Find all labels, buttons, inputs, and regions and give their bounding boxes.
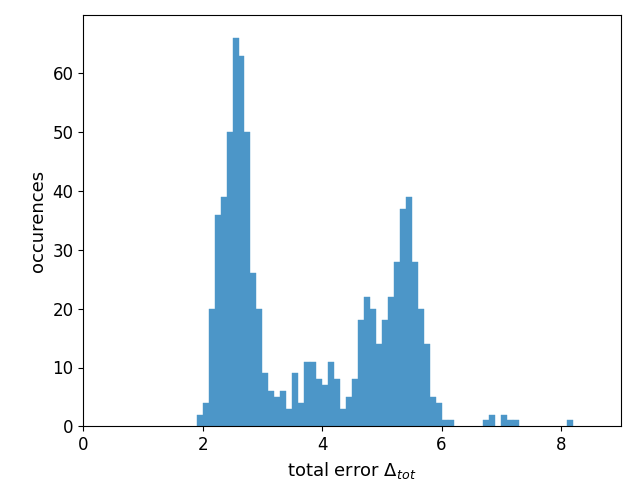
- Bar: [447, 420, 454, 426]
- Bar: [412, 262, 418, 426]
- Bar: [340, 409, 346, 426]
- Bar: [334, 379, 340, 426]
- Bar: [286, 409, 292, 426]
- Bar: [388, 297, 394, 426]
- Bar: [227, 132, 232, 426]
- Bar: [196, 415, 203, 426]
- Bar: [346, 397, 352, 426]
- Bar: [429, 397, 436, 426]
- Bar: [209, 309, 214, 426]
- Bar: [292, 373, 298, 426]
- Bar: [232, 38, 239, 426]
- Y-axis label: occurences: occurences: [29, 170, 47, 271]
- Bar: [358, 320, 364, 426]
- Bar: [203, 403, 209, 426]
- Bar: [370, 309, 376, 426]
- Bar: [508, 420, 513, 426]
- Bar: [214, 215, 221, 426]
- Bar: [280, 391, 286, 426]
- Bar: [275, 397, 280, 426]
- Bar: [310, 362, 316, 426]
- Bar: [382, 320, 388, 426]
- Bar: [239, 56, 244, 426]
- Bar: [436, 403, 442, 426]
- Bar: [328, 362, 334, 426]
- Bar: [364, 297, 370, 426]
- X-axis label: total error $\Delta_{tot}$: total error $\Delta_{tot}$: [287, 460, 417, 481]
- Bar: [262, 373, 268, 426]
- Bar: [400, 209, 406, 426]
- Bar: [424, 344, 429, 426]
- Bar: [244, 132, 250, 426]
- Bar: [376, 344, 382, 426]
- Bar: [513, 420, 519, 426]
- Bar: [250, 273, 257, 426]
- Bar: [316, 379, 322, 426]
- Bar: [352, 379, 358, 426]
- Bar: [394, 262, 400, 426]
- Bar: [268, 391, 275, 426]
- Bar: [322, 385, 328, 426]
- Bar: [418, 309, 424, 426]
- Bar: [483, 420, 490, 426]
- Bar: [490, 415, 495, 426]
- Bar: [501, 415, 508, 426]
- Bar: [221, 197, 227, 426]
- Bar: [442, 420, 447, 426]
- Bar: [304, 362, 310, 426]
- Bar: [406, 197, 412, 426]
- Bar: [257, 309, 262, 426]
- Bar: [298, 403, 304, 426]
- Bar: [567, 420, 573, 426]
